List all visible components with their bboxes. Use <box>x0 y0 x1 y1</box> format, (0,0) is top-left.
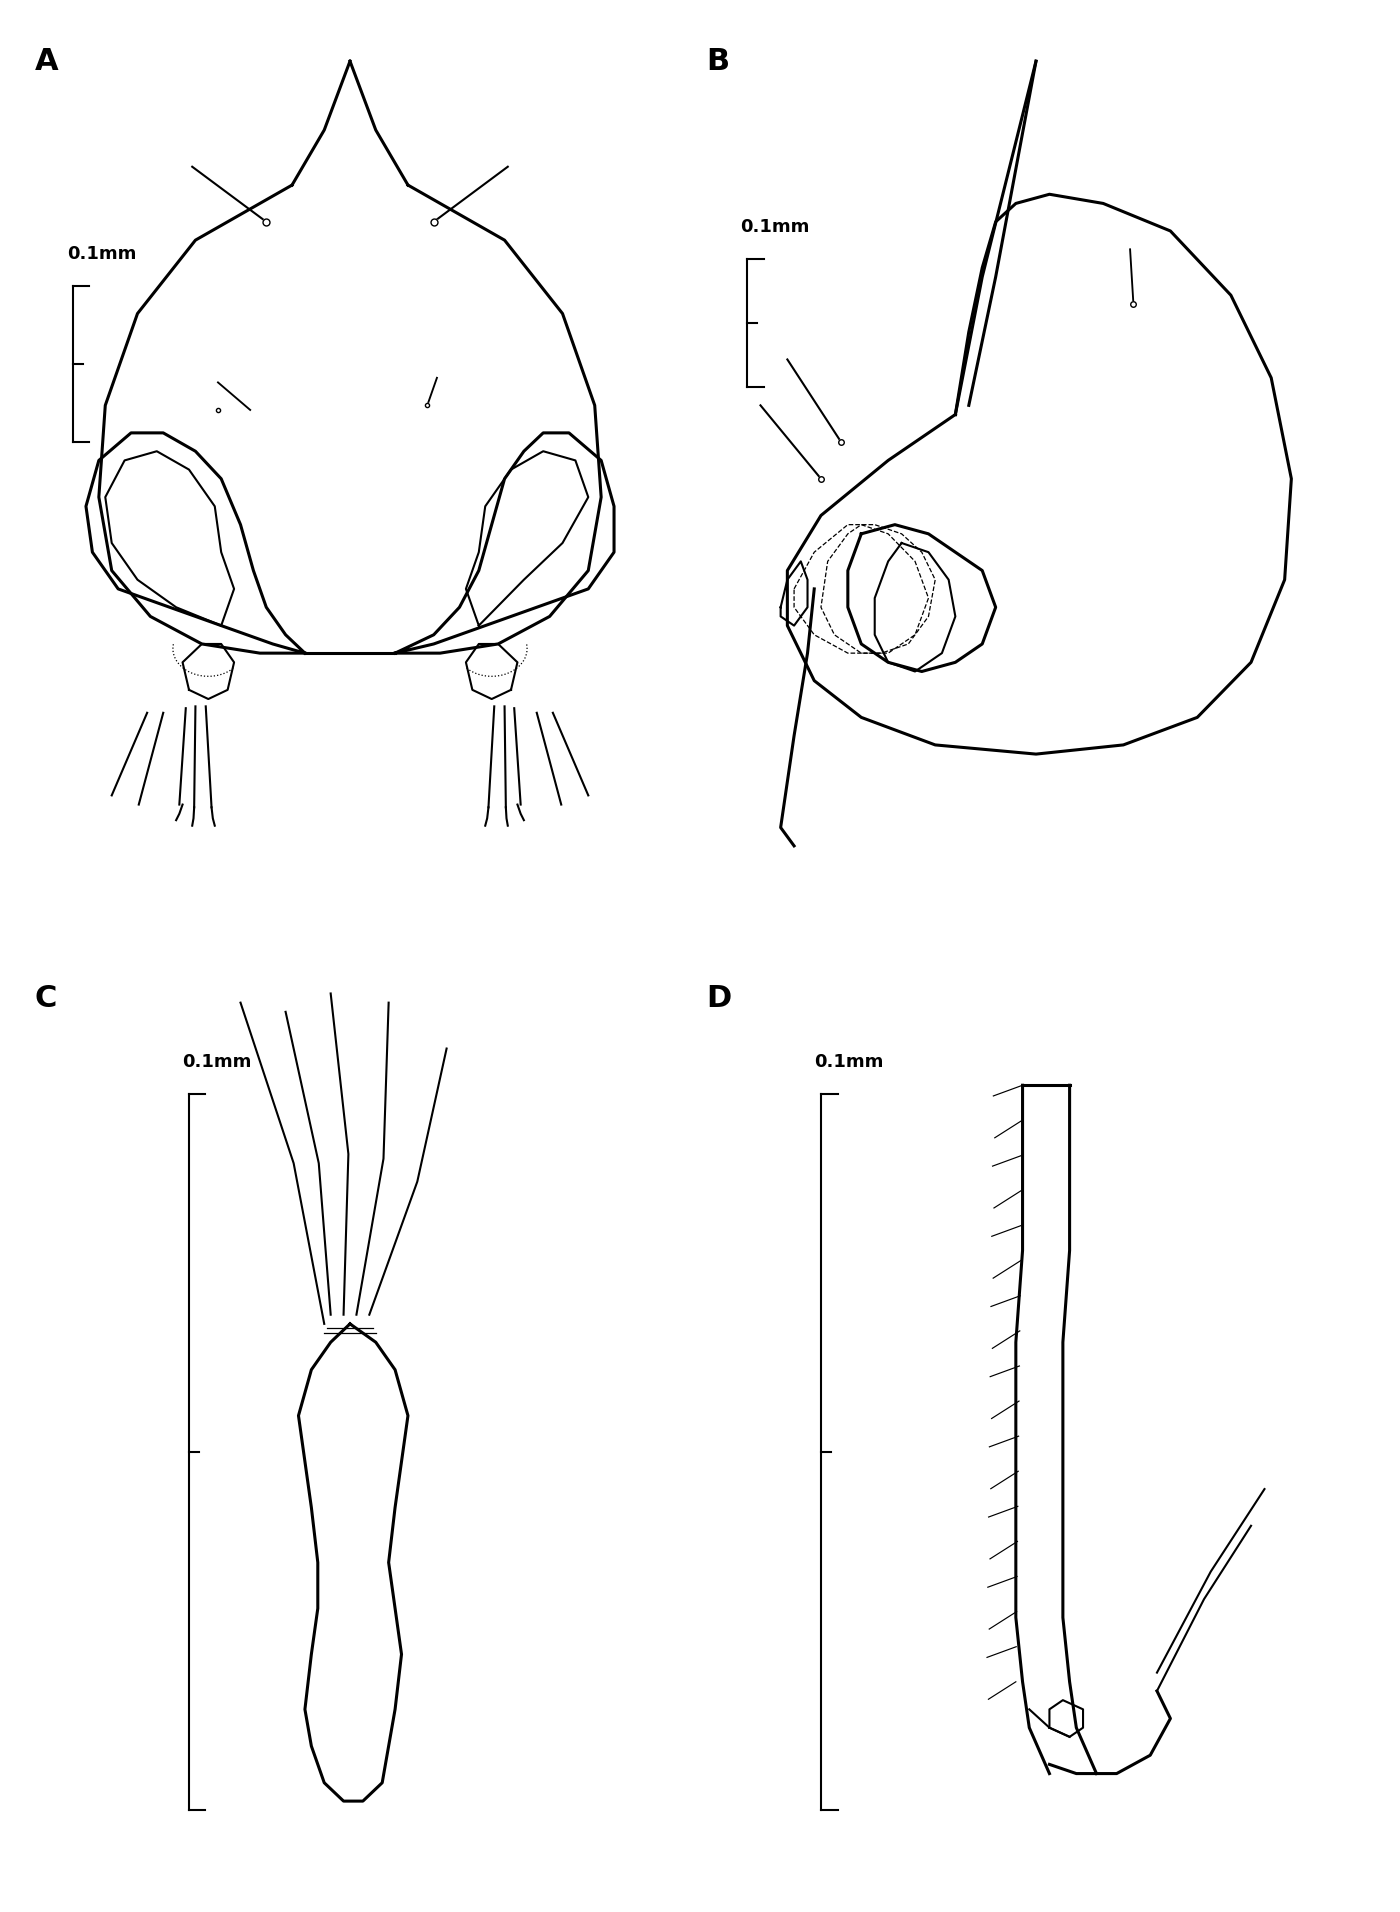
Text: 0.1mm: 0.1mm <box>67 245 136 264</box>
Text: 0.1mm: 0.1mm <box>741 218 809 235</box>
Text: C: C <box>35 985 57 1013</box>
Text: 0.1mm: 0.1mm <box>815 1054 883 1071</box>
Text: B: B <box>707 48 729 76</box>
Text: A: A <box>35 48 57 76</box>
Text: 0.1mm: 0.1mm <box>182 1054 252 1071</box>
Text: D: D <box>707 985 732 1013</box>
